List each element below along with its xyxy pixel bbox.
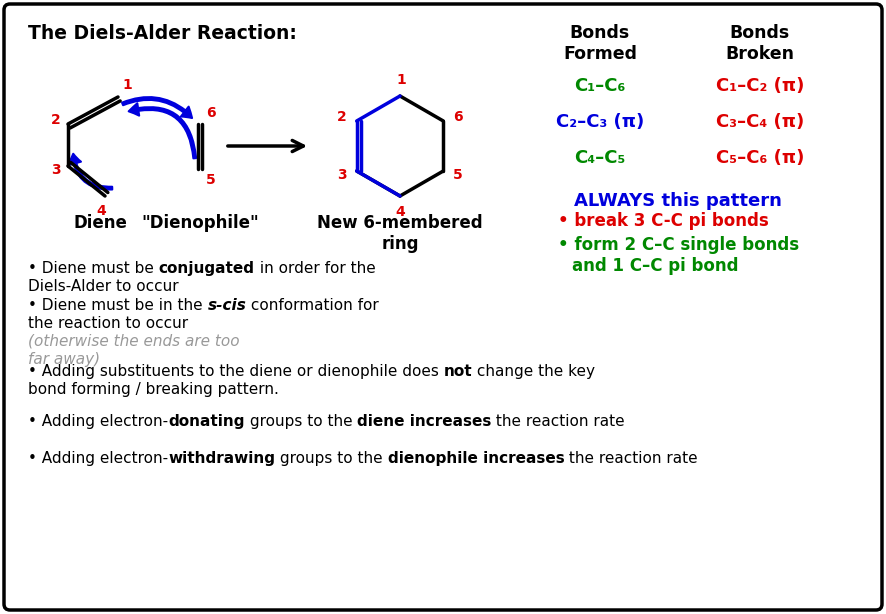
Text: and 1 C–C pi bond: and 1 C–C pi bond (572, 257, 739, 275)
Text: C₅–C₆ (π): C₅–C₆ (π) (716, 149, 804, 167)
Text: 6: 6 (454, 110, 462, 124)
FancyBboxPatch shape (4, 4, 882, 610)
Text: 1: 1 (122, 78, 132, 92)
Text: Diels-Alder to occur: Diels-Alder to occur (28, 279, 179, 294)
Text: • form 2 C–C single bonds: • form 2 C–C single bonds (558, 236, 799, 254)
FancyArrowPatch shape (122, 97, 192, 118)
Text: • Adding electron-: • Adding electron- (28, 414, 168, 429)
Text: the reaction rate: the reaction rate (492, 414, 626, 429)
Text: • break 3 C-C pi bonds: • break 3 C-C pi bonds (558, 212, 769, 230)
Text: 4: 4 (395, 205, 405, 219)
Text: 2: 2 (337, 110, 346, 124)
Text: s-cis: s-cis (207, 298, 246, 313)
Text: groups to the: groups to the (245, 414, 357, 429)
Text: • Diene must be: • Diene must be (28, 261, 159, 276)
Text: dienophile increases: dienophile increases (387, 451, 564, 466)
Text: 5: 5 (206, 173, 216, 187)
Text: far away): far away) (28, 352, 100, 367)
Text: • Adding electron-: • Adding electron- (28, 451, 168, 466)
Text: the reaction rate: the reaction rate (564, 451, 698, 466)
Text: 5: 5 (454, 168, 463, 182)
Text: ALWAYS this pattern: ALWAYS this pattern (574, 192, 782, 210)
Text: groups to the: groups to the (276, 451, 387, 466)
Text: change the key: change the key (472, 364, 595, 379)
Text: Bonds
Formed: Bonds Formed (563, 24, 637, 63)
Text: New 6-membered
ring: New 6-membered ring (317, 214, 483, 253)
Text: not: not (444, 364, 472, 379)
Text: 4: 4 (96, 204, 105, 218)
Text: donating: donating (168, 414, 245, 429)
FancyArrowPatch shape (128, 103, 196, 158)
Text: 6: 6 (206, 106, 215, 120)
Text: withdrawing: withdrawing (168, 451, 276, 466)
Text: C₃–C₄ (π): C₃–C₄ (π) (716, 113, 804, 131)
Text: conjugated: conjugated (159, 261, 255, 276)
Text: C₄–C₅: C₄–C₅ (574, 149, 626, 167)
Text: "Dienophile": "Dienophile" (141, 214, 259, 232)
Text: diene increases: diene increases (357, 414, 492, 429)
Text: C₁–C₆: C₁–C₆ (574, 77, 626, 95)
Text: C₂–C₃ (π): C₂–C₃ (π) (556, 113, 644, 131)
Text: • Adding substituents to the diene or dienophile does: • Adding substituents to the diene or di… (28, 364, 444, 379)
Text: • Diene must be in the: • Diene must be in the (28, 298, 207, 313)
Text: C₁–C₂ (π): C₁–C₂ (π) (716, 77, 804, 95)
Text: bond forming / breaking pattern.: bond forming / breaking pattern. (28, 382, 279, 397)
Text: conformation for: conformation for (246, 298, 379, 313)
Text: in order for the: in order for the (255, 261, 376, 276)
Text: The Diels-Alder Reaction:: The Diels-Alder Reaction: (28, 24, 297, 43)
Text: 2: 2 (51, 113, 61, 127)
FancyArrowPatch shape (69, 154, 113, 190)
Text: the reaction to occur: the reaction to occur (28, 316, 193, 331)
Text: 1: 1 (396, 73, 406, 87)
Text: 3: 3 (51, 163, 61, 177)
Text: 3: 3 (337, 168, 346, 182)
Text: Diene: Diene (73, 214, 127, 232)
Text: Bonds
Broken: Bonds Broken (726, 24, 795, 63)
Text: (otherwise the ends are too: (otherwise the ends are too (28, 334, 239, 349)
